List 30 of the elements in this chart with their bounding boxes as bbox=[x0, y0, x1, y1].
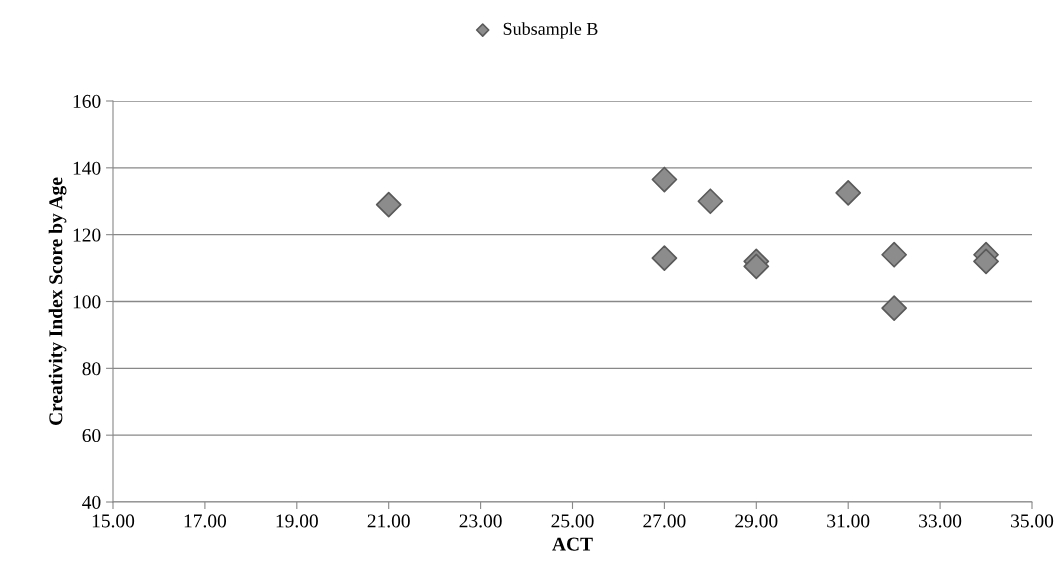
x-tick-label: 25.00 bbox=[551, 514, 594, 528]
x-tick-label: 31.00 bbox=[827, 514, 870, 528]
point bbox=[743, 253, 770, 280]
point bbox=[881, 295, 908, 322]
y-tick-label: 80 bbox=[82, 362, 101, 376]
y-tick-label: 60 bbox=[82, 428, 101, 443]
y-tick-label: 120 bbox=[73, 228, 101, 242]
x-tick-label: 19.00 bbox=[276, 514, 318, 528]
y-axis-title: Creativity Index Score by Age bbox=[48, 177, 67, 425]
x-tick-label: 29.00 bbox=[735, 514, 778, 528]
point bbox=[973, 248, 999, 275]
y-tick-label: 100 bbox=[73, 295, 101, 309]
point bbox=[697, 188, 724, 215]
legend-label: Subsample B bbox=[503, 22, 598, 39]
x-axis-title: ACT bbox=[552, 537, 593, 551]
x-tick-label: 33.00 bbox=[919, 514, 962, 528]
y-tick-label: 140 bbox=[73, 161, 101, 175]
point bbox=[835, 180, 862, 206]
x-tick-label: 15.00 bbox=[92, 514, 135, 528]
x-tick-label: 17.00 bbox=[184, 514, 227, 528]
x-tick-label: 23.00 bbox=[459, 514, 502, 528]
y-tick-label: 160 bbox=[73, 94, 101, 108]
x-tick-label: 35.00 bbox=[1011, 514, 1054, 528]
point bbox=[881, 241, 908, 268]
y-tick-label: 40 bbox=[82, 495, 101, 509]
point bbox=[375, 191, 402, 218]
x-tick-label: 21.00 bbox=[367, 514, 410, 528]
point bbox=[651, 245, 678, 271]
x-tick-label: 27.00 bbox=[643, 514, 686, 528]
point bbox=[651, 166, 678, 193]
